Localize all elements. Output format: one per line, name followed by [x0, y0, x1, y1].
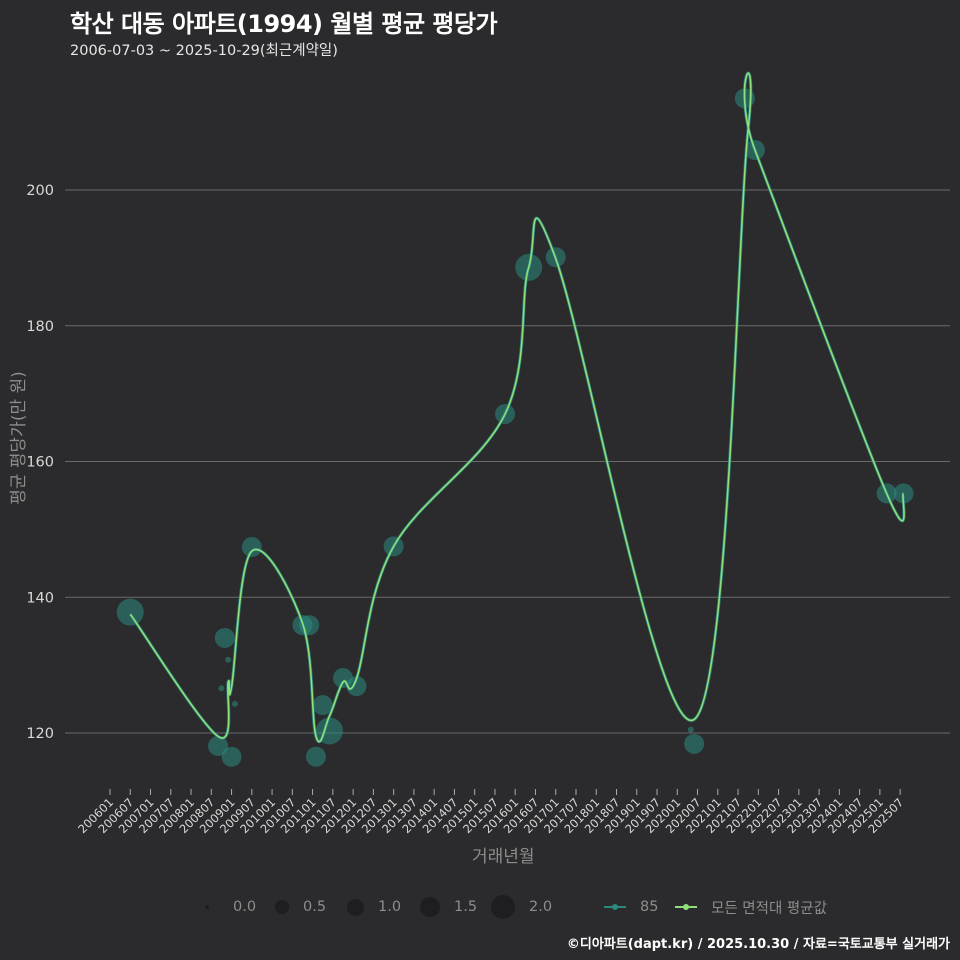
- legend-size-4: 2.0: [491, 893, 552, 921]
- x-axis-ticks: 2006012006072007012007072008012008072009…: [75, 789, 906, 836]
- size-dot-icon: [420, 897, 440, 917]
- source-caption: ©디아파트(dapt.kr) / 2025.10.30 / 자료=국토교통부 실…: [566, 937, 950, 952]
- size-dot-icon: [347, 898, 364, 916]
- svg-text:180: 180: [26, 319, 54, 335]
- x-axis-label: 거래년월: [472, 847, 535, 867]
- grid-lines: [65, 189, 950, 734]
- size-dot-icon: [491, 895, 515, 919]
- chart-title: 학산 대동 아파트(1994) 월별 평균 평당가: [70, 10, 498, 38]
- legend-size-2: 1.0: [347, 893, 401, 921]
- y-axis-ticks: 120 140 160 180 200: [26, 183, 54, 742]
- legend-size-1: 0.5: [275, 893, 326, 921]
- svg-text:200: 200: [26, 183, 54, 199]
- legend-series-average: 모든 면적대 평균값: [675, 893, 827, 921]
- size-dot-icon: [205, 905, 209, 909]
- legend-size-0: 0.0: [205, 893, 256, 921]
- legend-size-3: 1.5: [420, 893, 477, 921]
- legend: 0.0 0.5 1.0 1.5 2.0 85 모든 면적대 평균값: [0, 893, 960, 921]
- series-average-line: [128, 71, 906, 744]
- size-dot-icon: [275, 900, 289, 914]
- line-swatch-icon: [675, 904, 697, 910]
- svg-text:120: 120: [26, 726, 54, 742]
- line-swatch-icon: [604, 904, 626, 910]
- y-axis-label: 평균 평당가(만 원): [9, 371, 29, 505]
- svg-text:160: 160: [26, 455, 54, 471]
- svg-text:140: 140: [26, 590, 54, 606]
- legend-series-85: 85: [604, 893, 658, 921]
- chart-subtitle: 2006-07-03 ~ 2025-10-29(최근계약일): [70, 43, 338, 59]
